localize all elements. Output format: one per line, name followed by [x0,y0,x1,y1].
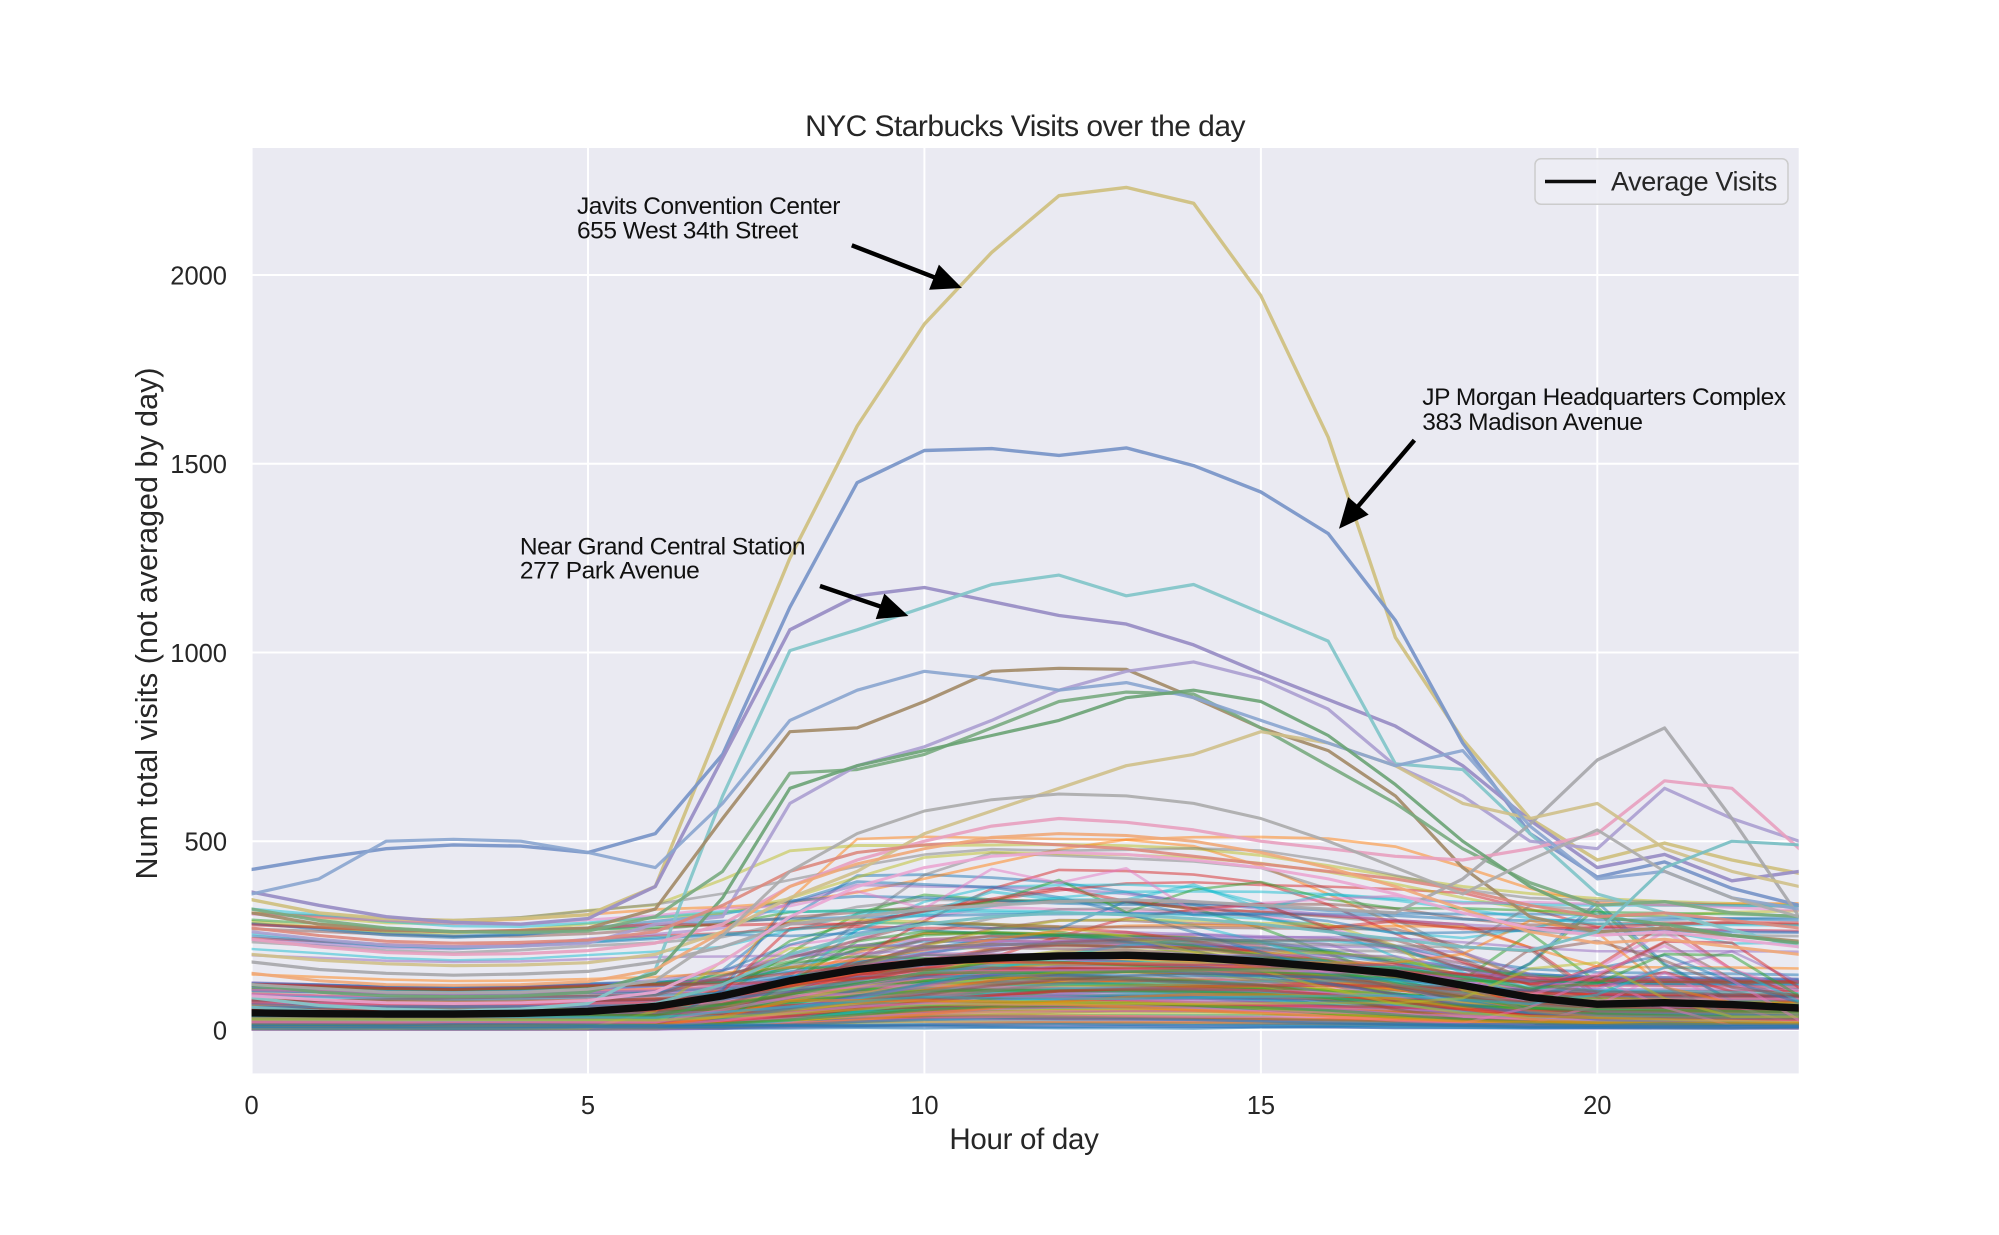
svg-text:10: 10 [910,1092,938,1120]
svg-text:Near Grand Central Station: Near Grand Central Station [520,534,805,561]
svg-text:277 Park Avenue: 277 Park Avenue [520,558,699,585]
svg-text:500: 500 [184,829,227,857]
svg-text:0: 0 [245,1092,259,1120]
svg-text:0: 0 [213,1017,227,1045]
svg-text:Javits Convention Center: Javits Convention Center [577,193,840,220]
svg-text:NYC Starbucks Visits over the: NYC Starbucks Visits over the day [805,110,1245,143]
svg-text:20: 20 [1583,1092,1611,1120]
svg-text:Average Visits: Average Visits [1611,167,1777,197]
svg-text:655 West 34th Street: 655 West 34th Street [577,218,798,245]
svg-text:15: 15 [1247,1092,1275,1120]
svg-text:2000: 2000 [170,263,227,291]
svg-text:JP Morgan Headquarters Complex: JP Morgan Headquarters Complex [1422,384,1785,411]
svg-text:5: 5 [581,1092,595,1120]
svg-text:Num total visits (not averaged: Num total visits (not averaged by day) [130,368,164,880]
svg-text:383 Madison Avenue: 383 Madison Avenue [1422,409,1642,436]
svg-text:1500: 1500 [170,451,227,479]
svg-text:Hour of day: Hour of day [949,1123,1099,1156]
svg-text:1000: 1000 [170,640,227,668]
